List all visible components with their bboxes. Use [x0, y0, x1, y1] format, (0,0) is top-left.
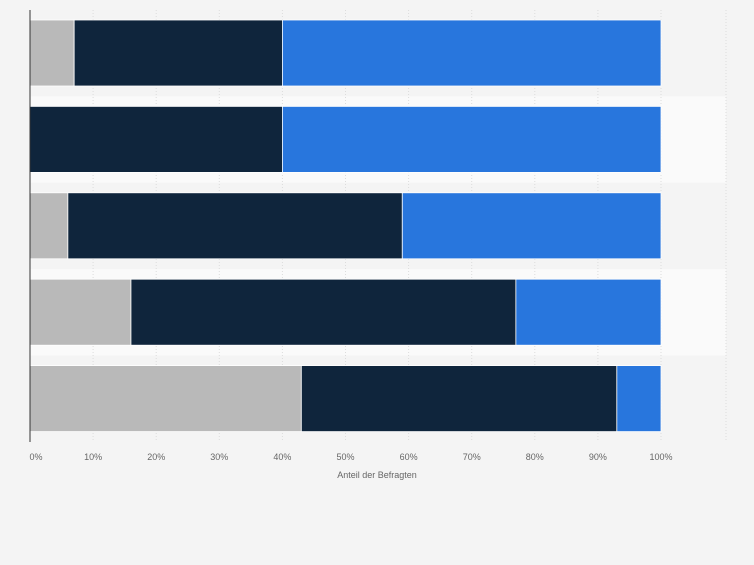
bar-segment-series-2 — [73, 19, 283, 87]
x-tick-label: 70% — [463, 452, 481, 462]
bar-segment-series-1 — [29, 19, 75, 87]
bar-segment-series-2 — [130, 278, 517, 346]
bar-segment-series-2 — [67, 192, 403, 260]
x-tick-label: 30% — [210, 452, 228, 462]
bar-segment-series-1 — [29, 365, 302, 433]
bar-segment-series-3 — [401, 192, 662, 260]
x-tick-label: 40% — [273, 452, 291, 462]
x-tick-label: 50% — [336, 452, 354, 462]
bars — [29, 19, 662, 433]
x-tick-label: 20% — [147, 452, 165, 462]
bar-segment-series-2 — [300, 365, 618, 433]
x-tick-label: 90% — [589, 452, 607, 462]
x-tick-label: 80% — [526, 452, 544, 462]
bar-segment-series-3 — [281, 106, 662, 173]
x-tick-label: 10% — [84, 452, 102, 462]
x-tick-label: 100% — [649, 452, 672, 462]
bar-segment-series-2 — [29, 106, 283, 173]
bar-segment-series-3 — [281, 19, 662, 87]
x-axis-title: Anteil der Befragten — [337, 470, 417, 480]
bar-segment-series-1 — [29, 278, 132, 346]
bar-segment-series-3 — [616, 365, 662, 433]
bar-segment-series-1 — [29, 192, 69, 260]
x-axis: 0% 10% 20% 30% 40% 50% 60% 70% 80% 90% 100% — [29, 10, 673, 462]
bar-segment-series-3 — [515, 278, 662, 346]
x-tick-label: 0% — [29, 452, 42, 462]
x-tick-label: 60% — [400, 452, 418, 462]
